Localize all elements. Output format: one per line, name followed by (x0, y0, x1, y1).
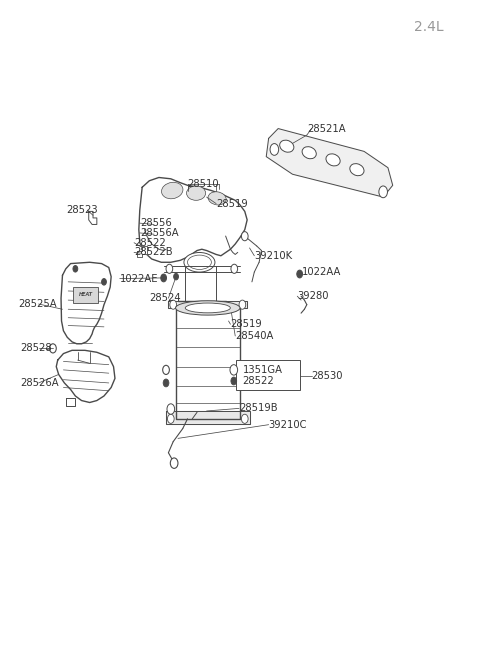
Circle shape (241, 414, 248, 423)
Circle shape (241, 232, 248, 241)
Text: 28530: 28530 (312, 371, 343, 381)
Polygon shape (61, 262, 111, 344)
Ellipse shape (280, 140, 294, 152)
Circle shape (170, 458, 178, 468)
Text: 28523: 28523 (66, 205, 97, 215)
Text: 28526A: 28526A (21, 378, 59, 388)
Text: 28522: 28522 (242, 376, 274, 386)
Circle shape (167, 404, 175, 414)
Ellipse shape (184, 252, 215, 272)
Circle shape (270, 143, 279, 155)
Circle shape (231, 377, 237, 385)
Ellipse shape (326, 154, 340, 166)
Ellipse shape (188, 255, 211, 269)
Text: 28556: 28556 (140, 218, 171, 228)
Text: 28522B: 28522B (134, 248, 173, 257)
Ellipse shape (187, 186, 205, 200)
Text: 39210C: 39210C (269, 420, 307, 430)
Circle shape (166, 264, 173, 273)
Text: 1351GA: 1351GA (242, 365, 282, 375)
Text: 39210K: 39210K (254, 251, 292, 261)
Text: 28524: 28524 (149, 293, 181, 303)
Polygon shape (166, 411, 250, 424)
Polygon shape (266, 128, 393, 197)
Text: 28510: 28510 (188, 179, 219, 189)
Text: 39280: 39280 (297, 291, 329, 301)
Circle shape (163, 365, 169, 375)
Circle shape (231, 264, 238, 273)
Circle shape (297, 270, 302, 278)
Text: 28519: 28519 (230, 319, 262, 329)
FancyBboxPatch shape (73, 287, 98, 303)
Text: 28528: 28528 (21, 343, 52, 353)
Text: 28556A: 28556A (140, 228, 179, 238)
FancyBboxPatch shape (236, 360, 300, 390)
Text: 1022AA: 1022AA (302, 267, 341, 277)
Circle shape (239, 300, 246, 309)
Polygon shape (176, 308, 240, 419)
Text: 28540A: 28540A (235, 331, 274, 341)
Polygon shape (66, 398, 75, 405)
Text: 28522: 28522 (134, 238, 166, 248)
Polygon shape (56, 350, 115, 403)
Polygon shape (139, 178, 247, 262)
Circle shape (174, 273, 179, 280)
Text: 28525A: 28525A (18, 299, 57, 309)
Text: 1022AE: 1022AE (120, 274, 158, 284)
Text: 28519: 28519 (216, 198, 248, 208)
Circle shape (102, 278, 107, 285)
Text: 2.4L: 2.4L (414, 20, 444, 33)
Circle shape (161, 274, 167, 282)
Circle shape (49, 344, 56, 353)
Circle shape (163, 379, 169, 387)
Polygon shape (89, 212, 97, 225)
Ellipse shape (302, 147, 316, 159)
Circle shape (170, 300, 177, 309)
Circle shape (168, 414, 174, 423)
Ellipse shape (208, 192, 226, 205)
Text: HEAT: HEAT (79, 292, 93, 297)
Circle shape (73, 265, 78, 272)
Ellipse shape (185, 303, 230, 313)
Text: 28521A: 28521A (307, 124, 346, 134)
Polygon shape (168, 301, 247, 308)
Text: 28519B: 28519B (239, 403, 277, 413)
Ellipse shape (176, 301, 240, 315)
Circle shape (230, 365, 238, 375)
Polygon shape (137, 246, 147, 257)
Ellipse shape (162, 182, 183, 198)
Ellipse shape (350, 164, 364, 176)
Circle shape (379, 186, 387, 198)
